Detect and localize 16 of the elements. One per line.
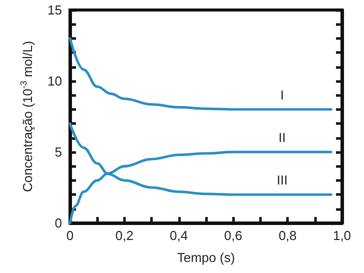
y-tick-label: 10: [48, 74, 62, 88]
x-tick-label: 1,0: [332, 228, 352, 243]
series-label: II: [278, 130, 286, 145]
series-label: I: [280, 87, 284, 102]
y-tick-label: 0: [54, 216, 62, 230]
x-tick-label: 0,8: [278, 228, 297, 243]
line-series: [68, 37, 332, 111]
x-tick-label: 0,2: [115, 228, 134, 243]
y-tick-label: 5: [54, 144, 62, 160]
x-axis-title: Tempo (s): [177, 250, 235, 265]
x-tick-label: 0: [66, 228, 74, 243]
y-axis-title: Concentração (10-3 mol/L): [18, 40, 35, 192]
series-label: III: [276, 172, 288, 188]
x-tick-label: 0,6: [224, 228, 242, 243]
x-tick-label: 0,4: [170, 228, 188, 243]
y-tick-label: 15: [48, 2, 62, 18]
